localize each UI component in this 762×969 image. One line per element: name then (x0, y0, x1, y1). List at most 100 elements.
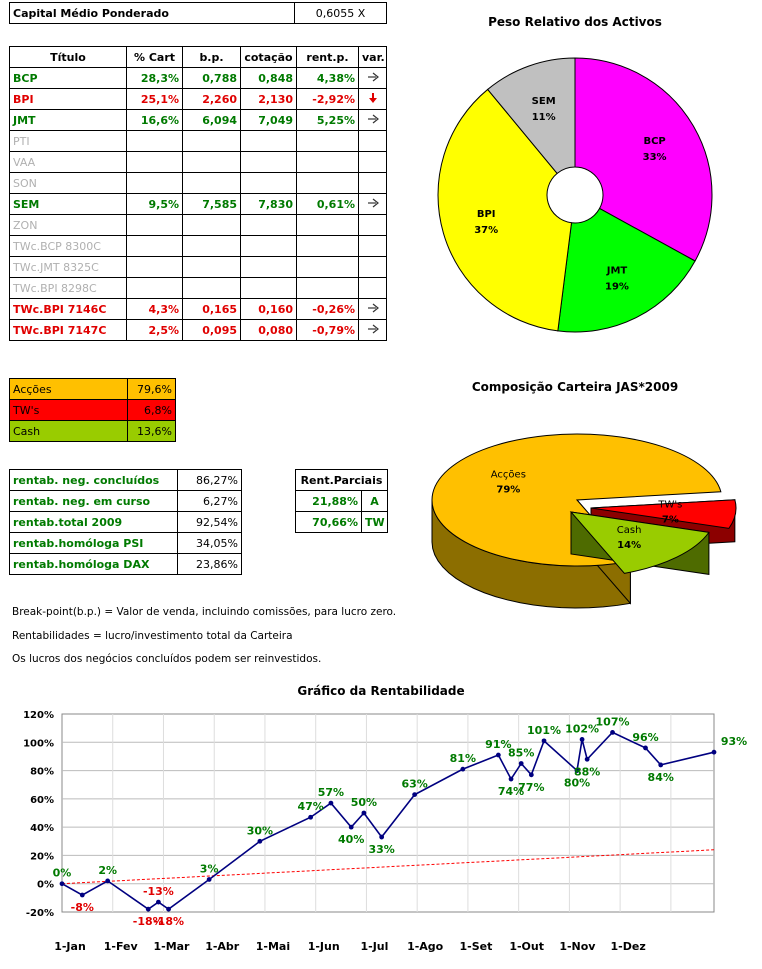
data-label: -18% (133, 915, 164, 928)
arrow-right-icon (367, 198, 379, 207)
holding-var-empty (358, 277, 387, 299)
data-label: 47% (297, 800, 323, 813)
holding-bp: 0,165 (182, 298, 241, 320)
holding-title: BCP (9, 67, 127, 89)
holding-row: SEM 9,5% 7,585 7,830 0,61% (9, 193, 387, 215)
holding-pct: 28,3% (126, 67, 183, 89)
data-label: 96% (632, 731, 658, 744)
x-tick-label: 1-Jul (360, 940, 388, 953)
data-label: 93% (721, 735, 747, 748)
holding-var-empty (358, 130, 387, 152)
header-title: Título (9, 46, 127, 68)
holdings-header-row: Título % Cart b.p. cotação rent.p. var. (9, 46, 387, 68)
data-label: 77% (518, 781, 544, 794)
holding-var-empty (358, 235, 387, 257)
pie-slice-percent: 19% (605, 281, 629, 292)
composition-row: TW's 6,8% (9, 399, 176, 421)
returns-label: rentab.total 2009 (9, 511, 178, 533)
holding-row: SON (9, 172, 387, 194)
holding-bp (182, 151, 241, 173)
holding-title: TWc.BPI 8298C (9, 277, 127, 299)
data-point (79, 892, 85, 898)
holding-rent: 0,61% (296, 193, 359, 215)
pie-slice-bcp (574, 57, 713, 262)
data-label: -13% (143, 885, 174, 898)
portfolio-composition-pie-chart: Acções 79% TW's 7% Cash 14% (431, 433, 737, 609)
composition-label: Acções (9, 378, 128, 400)
y-tick-label: 120% (23, 710, 54, 721)
note-lucros: Os lucros dos negócios concluídos podem … (12, 653, 322, 665)
pie-slice-label: BCP (643, 136, 665, 147)
composition-value: 6,8% (127, 399, 176, 421)
holding-var-empty (358, 256, 387, 278)
y-tick-label: 40% (30, 823, 54, 834)
header-quote: cotação (240, 46, 297, 68)
line-chart-title: Gráfico da Rentabilidade (297, 684, 465, 698)
x-tick-label: 1-Ago (407, 940, 444, 953)
holding-title: TWc.JMT 8325C (9, 256, 127, 278)
data-point (574, 768, 580, 773)
data-point (584, 756, 590, 762)
pie3d-slice-percent: 79% (496, 485, 520, 496)
arrow-right-icon (367, 114, 379, 123)
holding-pct (126, 277, 183, 299)
partial-tag: TW (360, 511, 389, 533)
pie-slice-percent: 33% (643, 152, 667, 163)
composition-value: 79,6% (127, 378, 176, 400)
holding-title: TWc.BPI 7147C (9, 319, 127, 341)
asset-weight-pie-chart: BCP 33% JMT 19% BPI 37% SEM 11% (437, 57, 713, 333)
data-label: 80% (564, 777, 590, 790)
header-pct: % Cart (126, 46, 183, 68)
x-tick-label: 1-Jun (308, 940, 340, 953)
note-breakpoint: Break-point(b.p.) = Valor de venda, incl… (12, 606, 397, 618)
holding-quote: 0,080 (240, 319, 297, 341)
arrow-right-icon (358, 298, 387, 320)
holding-row: BCP 28,3% 0,788 0,848 4,38% (9, 67, 387, 89)
holding-row: BPI 25,1% 2,260 2,130 -2,92% (9, 88, 387, 110)
holding-title: JMT (9, 109, 127, 131)
y-tick-label: 0% (37, 880, 54, 891)
data-label: 91% (485, 738, 511, 751)
holding-rent (296, 277, 359, 299)
x-tick-label: 1-Mai (256, 940, 290, 953)
partial-returns-table: Rent.Parciais 21,88% A 70,66% TW (294, 469, 389, 533)
holding-pct (126, 130, 183, 152)
pie2-title: Composição Carteira JAS*2009 (471, 380, 679, 394)
data-point (257, 838, 263, 844)
data-point (495, 752, 501, 758)
header-var: var. (358, 46, 387, 68)
holding-pct: 25,1% (126, 88, 183, 110)
returns-table: rentab. neg. concluídos 86,27% rentab. neg… (9, 469, 242, 575)
data-label: 33% (368, 843, 394, 856)
data-label: 85% (508, 747, 534, 760)
note-rentabilidade: Rentabilidades = lucro/investimento tota… (12, 630, 293, 642)
data-label: 3% (200, 862, 219, 875)
holding-bp: 7,585 (182, 193, 241, 215)
holding-row: TWc.JMT 8325C (9, 256, 387, 278)
pie-slice-jmt (557, 207, 696, 333)
holding-quote: 7,830 (240, 193, 297, 215)
x-tick-label: 1-Out (509, 940, 544, 953)
returns-row: rentab. neg. concluídos 86,27% (9, 469, 242, 491)
composition-table: Acções 79,6% TW's 6,8% Cash 13,6% (9, 378, 176, 442)
holding-rent (296, 151, 359, 173)
returns-row: rentab.homóloga PSI 34,05% (9, 532, 242, 554)
holding-pct: 4,3% (126, 298, 183, 320)
returns-row: rentab.total 2009 92,54% (9, 511, 242, 533)
data-point (348, 824, 354, 830)
y-tick-label: 80% (30, 767, 54, 778)
holding-quote (240, 130, 297, 152)
data-point (711, 749, 717, 755)
composition-row: Acções 79,6% (9, 378, 176, 400)
partial-row: 21,88% A (295, 490, 389, 512)
reference-line (61, 849, 715, 885)
partial-row: 70,66% TW (295, 511, 389, 533)
data-label: -8% (71, 901, 94, 914)
holdings-table: Título % Cart b.p. cotação rent.p. var. … (9, 46, 387, 341)
holding-title: SEM (9, 193, 127, 215)
header-bp: b.p. (182, 46, 241, 68)
header-rent: rent.p. (296, 46, 359, 68)
data-label: 74% (498, 785, 524, 798)
holding-bp: 0,095 (182, 319, 241, 341)
data-point (643, 745, 648, 751)
